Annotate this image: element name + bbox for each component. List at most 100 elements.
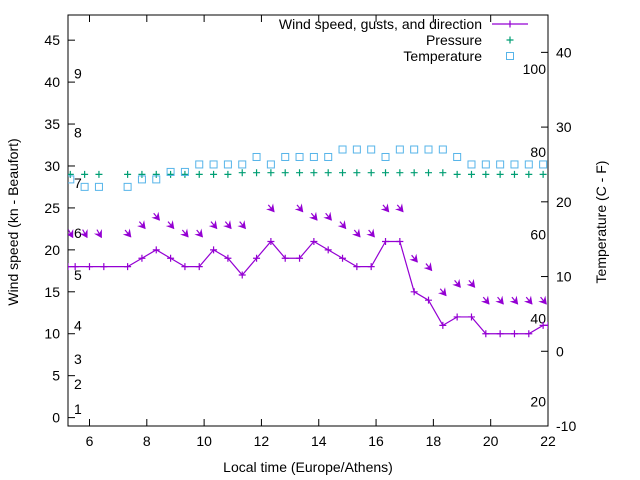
pressure-point	[210, 170, 218, 178]
wind-direction-arrow	[237, 220, 246, 230]
wind-arrow-head	[93, 228, 102, 239]
wind-speed-point	[238, 271, 246, 279]
temperature-point	[381, 152, 390, 161]
wind-arrow-head	[337, 220, 347, 230]
wind-direction-arrow	[337, 220, 347, 230]
beaufort-label-6: 6	[74, 225, 82, 241]
temperature-point	[68, 175, 75, 184]
wind-direction-arrow	[423, 262, 433, 272]
beaufort-label-5: 5	[74, 267, 82, 283]
temperature-point	[309, 152, 318, 161]
pressure-point	[367, 169, 375, 177]
fahrenheit-label-40: 40	[530, 310, 546, 326]
wind-speed-point	[68, 263, 72, 271]
wind-direction-arrow	[151, 211, 160, 221]
temperature-point	[295, 152, 304, 161]
wind-direction-arrow	[165, 220, 175, 230]
temperature-point	[266, 160, 275, 169]
plot-area	[68, 145, 548, 338]
beaufort-label-8: 8	[74, 124, 82, 140]
temperature-point	[496, 160, 505, 169]
wind-speed-point	[281, 254, 289, 262]
wind-arrow-head	[122, 228, 132, 238]
wind-direction-arrow	[480, 295, 490, 305]
wind-arrow-head	[180, 228, 189, 238]
wind-speed-point	[382, 237, 390, 245]
wind-speed-point	[296, 254, 304, 262]
y2-axis-label: Temperature (C - F)	[593, 161, 609, 284]
wind-direction-arrow	[452, 278, 461, 288]
wind-arrow-head	[409, 253, 418, 263]
temperature-point	[80, 182, 89, 191]
legend-label-1: Pressure	[426, 32, 482, 48]
temperature-point	[395, 145, 404, 154]
wind-speed-point	[324, 246, 332, 254]
wind-direction-arrow	[137, 220, 146, 230]
wind-direction-arrow	[523, 295, 533, 305]
wind-speed-line	[68, 240, 548, 335]
wind-direction-arrow	[466, 278, 476, 288]
pressure-point	[152, 170, 160, 178]
pressure-point	[310, 169, 318, 177]
temperature-point	[467, 160, 476, 169]
y-tick-label-10: 10	[44, 326, 60, 342]
wind-arrow-head	[68, 228, 74, 239]
wind-direction-arrow	[366, 228, 375, 238]
y2-tick-label-0: 0	[556, 343, 564, 359]
pressure-point	[525, 170, 533, 178]
pressure-point	[339, 169, 347, 177]
wind-speed-point	[467, 313, 475, 321]
wind-speed-point	[410, 288, 418, 296]
y-tick-label-15: 15	[44, 284, 60, 300]
wind-arrow-head	[495, 295, 504, 305]
x-tick-label-6: 6	[86, 433, 94, 449]
y-axis-label: Wind speed (kn - Beaufort)	[5, 138, 21, 305]
wind-direction-arrow	[68, 228, 74, 239]
pressure-point	[281, 169, 289, 177]
x-tick-label-10: 10	[196, 433, 212, 449]
wind-arrow-head	[165, 220, 175, 230]
y-tick-label-45: 45	[44, 32, 60, 48]
y2-tick-label-30: 30	[556, 119, 572, 135]
wind-arrow-head	[351, 228, 361, 238]
y2-tick-label-10: 10	[556, 269, 572, 285]
wind-speed-point	[152, 246, 160, 254]
wind-speed-point	[167, 254, 175, 262]
temperature-point	[152, 175, 161, 184]
fahrenheit-label-60: 60	[530, 227, 546, 243]
pressure-point	[253, 169, 261, 177]
wind-direction-arrow	[194, 228, 203, 238]
x-tick-label-14: 14	[311, 433, 327, 449]
wind-speed-point	[310, 237, 318, 245]
wind-arrow-head	[208, 220, 218, 230]
wind-speed-point	[124, 263, 132, 271]
wind-speed-point	[425, 296, 433, 304]
wind-arrow-head	[137, 220, 146, 230]
wind-speed-point	[367, 263, 375, 271]
temperature-point	[524, 160, 533, 169]
temperature-point	[410, 145, 419, 154]
x-tick-label-22: 22	[540, 433, 556, 449]
legend-swatch-temperature	[506, 52, 514, 60]
wind-arrow-head	[266, 203, 275, 213]
wind-speed-point	[544, 321, 548, 329]
pressure-point	[396, 169, 404, 177]
wind-direction-arrow	[351, 228, 361, 238]
wind-direction-arrow	[93, 228, 102, 239]
pressure-point	[267, 169, 275, 177]
y-tick-label-25: 25	[44, 200, 60, 216]
pressure-point	[181, 170, 189, 178]
wind-speed-point	[85, 263, 93, 271]
x-tick-label-12: 12	[254, 433, 270, 449]
wind-speed-point	[496, 330, 504, 338]
fahrenheit-label-80: 80	[530, 144, 546, 160]
wind-direction-arrow	[309, 211, 318, 221]
wind-speed-point	[353, 263, 361, 271]
temperature-point	[367, 145, 376, 154]
wind-direction-arrow	[538, 295, 547, 305]
wind-speed-point	[100, 263, 108, 271]
temperature-point	[195, 160, 204, 169]
x-tick-label-18: 18	[426, 433, 442, 449]
wind-direction-arrow	[180, 228, 189, 238]
temperature-point	[424, 145, 433, 154]
